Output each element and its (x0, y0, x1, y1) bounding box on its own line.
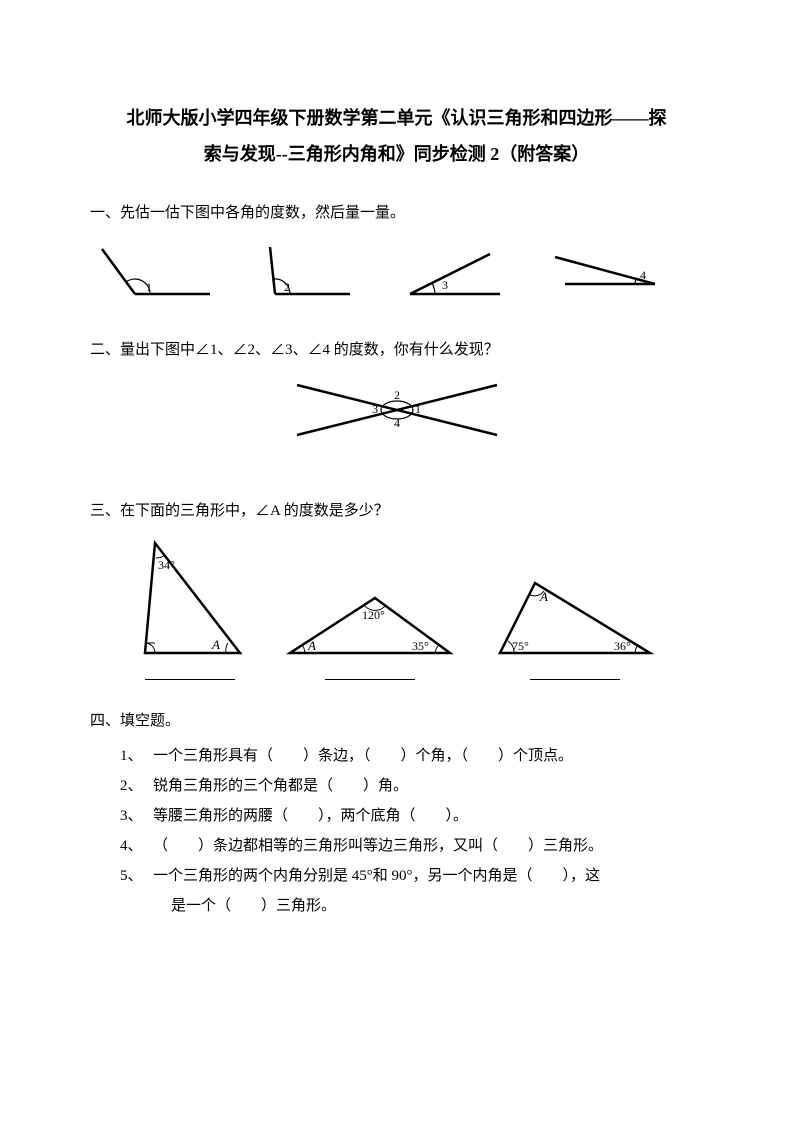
q4-num-4: 4、 (120, 831, 153, 861)
question-1: 一、先估一估下图中各角的度数，然后量一量。 1 2 (90, 200, 703, 309)
q4-item-3: 3、等腰三角形的两腰（ ），两个底角（ ）。 (120, 801, 703, 831)
tri2-right-label: 35° (412, 639, 429, 653)
tri3-A-label: A (539, 589, 548, 604)
q1-figures: 1 2 3 (90, 239, 703, 309)
q3-header: 三、在下面的三角形中，∠A 的度数是多少？ (90, 498, 703, 525)
triangle-3-icon: A 75° 36° (490, 573, 660, 663)
q4-item-1: 1、一个三角形具有（ ）条边，（ ）个角，（ ）个顶点。 (120, 741, 703, 771)
angle-3-label: 3 (442, 278, 448, 292)
q4-text-1: 一个三角形具有（ ）条边，（ ）个角，（ ）个顶点。 (153, 748, 573, 764)
q4-text-3: 等腰三角形的两腰（ ），两个底角（ ）。 (153, 808, 468, 824)
q4-num-3: 3、 (120, 801, 153, 831)
q3-tri-1: 34° A (130, 533, 250, 680)
q4-text-2: 锐角三角形的三个角都是（ ）角。 (153, 778, 408, 794)
q4-num-5: 5、 (120, 861, 153, 891)
q4-header: 四、填空题。 (90, 708, 703, 735)
q1-header: 一、先估一估下图中各角的度数，然后量一量。 (90, 200, 703, 227)
q4-num-2: 2、 (120, 771, 153, 801)
triangle-1-icon: 34° A (130, 533, 250, 663)
tri1-top-label: 34° (158, 558, 175, 572)
answer-blank-1 (145, 665, 235, 680)
tri2-A-label: A (307, 638, 316, 653)
angle-1-label: 1 (146, 280, 152, 294)
q4-text-4: （ ）条边都相等的三角形叫等边三角形，又叫（ ）三角形。 (153, 838, 603, 854)
question-3: 三、在下面的三角形中，∠A 的度数是多少？ 34° A 1 (90, 498, 703, 680)
q4-list: 1、一个三角形具有（ ）条边，（ ）个角，（ ）个顶点。 2、锐角三角形的三个角… (120, 741, 703, 921)
tri1-A-label: A (211, 637, 220, 652)
q4-text-5a: 一个三角形的两个内角分别是 45°和 90°，另一个内角是（ ），这 (153, 868, 600, 884)
q2-label-1: 1 (415, 402, 421, 416)
angle-4-icon: 4 (555, 257, 655, 284)
angle-4-label: 4 (640, 268, 646, 282)
q2-header: 二、量出下图中∠1、∠2、∠3、∠4 的度数，你有什么发现？ (90, 337, 703, 364)
q4-item-5b: 是一个（ ）三角形。 (120, 891, 703, 921)
answer-blank-3 (530, 665, 620, 680)
q4-text-5b: 是一个（ ）三角形。 (171, 898, 336, 914)
answer-blank-2 (325, 665, 415, 680)
page-title: 北师大版小学四年级下册数学第二单元《认识三角形和四边形——探 索与发现--三角形… (90, 100, 703, 172)
angle-3-icon: 3 (410, 254, 500, 294)
worksheet-page: 北师大版小学四年级下册数学第二单元《认识三角形和四边形——探 索与发现--三角形… (0, 0, 793, 981)
q2-label-4: 4 (394, 416, 400, 430)
q2-label-2: 2 (394, 388, 400, 402)
q2-cross-diagram: 1 2 3 4 (287, 370, 507, 450)
q3-tri-2: 120° A 35° (280, 583, 460, 680)
q3-tri-3: A 75° 36° (490, 573, 660, 680)
q4-item-5: 5、一个三角形的两个内角分别是 45°和 90°，另一个内角是（ ），这 (120, 861, 703, 891)
title-line-1: 北师大版小学四年级下册数学第二单元《认识三角形和四边形——探 (90, 100, 703, 136)
angle-2-icon: 2 (270, 247, 350, 294)
q2-figure: 1 2 3 4 (90, 370, 703, 450)
angle-2-label: 2 (284, 280, 290, 294)
question-2: 二、量出下图中∠1、∠2、∠3、∠4 的度数，你有什么发现？ 1 2 3 4 (90, 337, 703, 450)
q4-item-2: 2、锐角三角形的三个角都是（ ）角。 (120, 771, 703, 801)
q4-item-4: 4、（ ）条边都相等的三角形叫等边三角形，又叫（ ）三角形。 (120, 831, 703, 861)
q1-angle-diagram: 1 2 3 (90, 239, 690, 309)
q4-num-1: 1、 (120, 741, 153, 771)
tri3-left-label: 75° (512, 639, 529, 653)
q3-triangles: 34° A 120° A 35° (130, 533, 703, 680)
angle-1-icon: 1 (102, 249, 210, 294)
question-4: 四、填空题。 1、一个三角形具有（ ）条边，（ ）个角，（ ）个顶点。 2、锐角… (90, 708, 703, 921)
tri2-top-label: 120° (362, 608, 385, 622)
q2-label-3: 3 (372, 402, 378, 416)
title-line-2: 索与发现--三角形内角和》同步检测 2（附答案） (90, 136, 703, 172)
triangle-2-icon: 120° A 35° (280, 583, 460, 663)
tri3-right-label: 36° (614, 639, 631, 653)
